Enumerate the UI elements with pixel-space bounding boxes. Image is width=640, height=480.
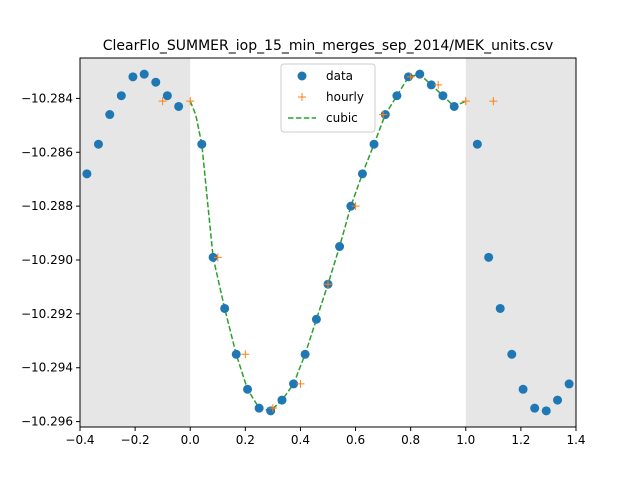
data-point: [82, 169, 92, 179]
data-point: [151, 77, 161, 87]
data-point: [289, 379, 299, 389]
y-tick-label: −10.284: [21, 91, 73, 105]
data-point: [438, 91, 448, 101]
data-point: [357, 169, 367, 179]
legend-label-data: data: [326, 69, 353, 83]
data-point: [162, 91, 172, 101]
data-point: [346, 201, 356, 211]
data-point: [449, 101, 459, 111]
hourly-series: [158, 72, 498, 413]
x-tick-label: 0.2: [236, 433, 255, 447]
y-tick-label: −10.288: [21, 199, 73, 213]
x-tick-label: 1.2: [511, 433, 530, 447]
data-point: [484, 252, 494, 262]
data-point: [231, 349, 241, 359]
legend-label-hourly: hourly: [326, 90, 364, 104]
y-tick-label: −10.290: [21, 253, 73, 267]
hourly-point: [351, 202, 360, 211]
x-tick-label: 0.6: [346, 433, 365, 447]
data-point: [335, 242, 345, 252]
data-point: [116, 91, 126, 101]
legend-hourly-marker: [298, 93, 306, 101]
shaded-region-1: [465, 58, 576, 427]
legend-label-cubic: cubic: [326, 111, 358, 125]
data-point: [495, 303, 505, 313]
data-point: [243, 384, 253, 394]
data-point: [277, 395, 287, 405]
data-point: [174, 101, 184, 111]
y-tick-label: −10.296: [21, 415, 73, 429]
data-point: [541, 406, 551, 416]
x-tick-label: 0.0: [181, 433, 200, 447]
data-point: [208, 252, 218, 262]
data-point: [518, 384, 528, 394]
data-point: [139, 69, 149, 79]
cubic-line: [189, 73, 467, 412]
hourly-point: [241, 350, 250, 359]
hourly-point: [461, 97, 470, 106]
hourly-point: [296, 379, 305, 388]
hourly-point: [324, 280, 332, 289]
hourly-point: [379, 110, 388, 119]
hourly-point: [434, 80, 443, 89]
x-tick-label: 0.8: [401, 433, 420, 447]
x-tick-label: −0.2: [121, 433, 150, 447]
data-point: [564, 379, 574, 389]
cubic-series: [189, 73, 467, 412]
hourly-point: [489, 97, 498, 106]
data-series: [82, 69, 574, 416]
legend-data-marker: [297, 71, 307, 81]
hourly-point: [213, 253, 222, 262]
data-point: [472, 139, 482, 149]
shaded-region-0: [80, 58, 191, 427]
y-tick-label: −10.292: [21, 307, 73, 321]
hourly-point: [406, 72, 415, 81]
data-point: [426, 80, 436, 90]
legend: data hourly cubic: [280, 63, 376, 133]
hourly-point: [268, 404, 277, 413]
chart-title: ClearFlo_SUMMER_iop_15_min_merges_sep_20…: [103, 38, 554, 54]
x-tick-label: 0.4: [291, 433, 310, 447]
data-point: [93, 139, 103, 149]
x-tick-label: 1.0: [456, 433, 475, 447]
data-point: [553, 395, 563, 405]
shaded-regions: [80, 58, 576, 427]
plot-frame: [79, 57, 577, 428]
data-point: [128, 72, 138, 82]
data-point: [507, 349, 517, 359]
data-point: [300, 349, 310, 359]
x-tick-label: −0.4: [65, 433, 94, 447]
hourly-point: [186, 97, 195, 106]
data-point: [105, 110, 115, 120]
y-axis: −10.296 −10.294 −10.292 −10.290 −10.288 −10.2…: [21, 91, 80, 429]
data-point: [392, 91, 402, 101]
y-tick-label: −10.294: [21, 361, 73, 375]
hourly-point: [158, 97, 167, 106]
data-point: [369, 139, 379, 149]
data-point: [220, 303, 230, 313]
data-point: [254, 403, 264, 413]
y-tick-label: −10.286: [21, 145, 73, 159]
legend-box: [280, 63, 376, 133]
x-tick-label: 1.4: [566, 433, 585, 447]
data-point: [197, 139, 207, 149]
data-point: [530, 403, 540, 413]
x-axis: −0.4 −0.2 0.0 0.2 0.4 0.6 0.8 1.0 1.2 1.4: [65, 427, 586, 447]
data-point: [311, 314, 321, 324]
data-point: [415, 69, 425, 79]
